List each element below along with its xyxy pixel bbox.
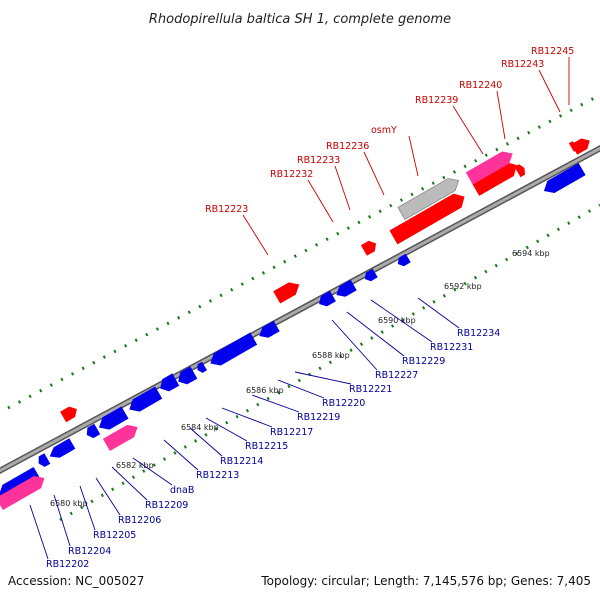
reverse-gene-arrow[interactable] — [197, 361, 208, 373]
leader-line — [242, 214, 269, 256]
gene-label-top[interactable]: RB12223 — [205, 204, 248, 215]
leader-line — [189, 427, 223, 457]
topology-summary: Topology: circular; Length: 7,145,576 bp… — [260, 574, 591, 588]
leader-line — [29, 504, 49, 560]
gene-label-bottom[interactable]: RB12204 — [68, 546, 111, 557]
leader-line — [163, 439, 199, 471]
gene-label-bottom[interactable]: RB12213 — [196, 470, 239, 481]
gene-label-bottom[interactable]: RB12227 — [375, 370, 418, 381]
leader-line — [363, 151, 385, 196]
gene-label-top[interactable]: RB12245 — [531, 46, 574, 57]
gene-label-bottom[interactable]: RB12214 — [220, 456, 263, 467]
gene-label-bottom[interactable]: RB12215 — [245, 441, 288, 452]
forward-gene-arrow[interactable] — [360, 240, 377, 256]
leader-line — [251, 394, 300, 413]
gene-label-bottom[interactable]: RB12221 — [349, 384, 392, 395]
reverse-gene-arrow[interactable] — [178, 366, 198, 385]
reverse-gene-arrow[interactable] — [543, 163, 586, 193]
kbp-tick-label: 6580 kbp — [50, 499, 88, 508]
reverse-gene-arrow[interactable] — [38, 453, 51, 467]
gene-label-top[interactable]: RB12233 — [297, 155, 340, 166]
kbp-tick-label: 6584 kbp — [181, 423, 219, 432]
gene-features — [0, 138, 590, 510]
leader-line — [111, 466, 148, 501]
leader-line — [331, 319, 378, 371]
gene-label-top[interactable]: RB12240 — [459, 80, 502, 91]
kbp-tick-label: 6592 kbp — [444, 282, 482, 291]
gene-labels: RB12223RB12232RB12233RB12236osmYRB12239R… — [29, 46, 574, 570]
forward-gene-arrow[interactable] — [60, 406, 77, 423]
kbp-tick-label: 6586 kbp — [246, 386, 284, 395]
leader-line — [452, 105, 484, 155]
reverse-gene-arrow[interactable] — [259, 320, 280, 338]
reverse-gene-arrow[interactable] — [0, 467, 41, 497]
forward-gene-arrow[interactable] — [471, 162, 517, 196]
kbp-tick-label: 6590 kbp — [378, 316, 416, 325]
leader-line — [294, 371, 352, 385]
page-title: Rhodopirellula baltica SH 1, complete ge… — [149, 12, 451, 27]
leader-line — [408, 135, 419, 177]
gene-label-bottom[interactable]: RB12209 — [145, 500, 188, 511]
leader-line — [221, 407, 273, 428]
forward-gene-arrow[interactable] — [389, 193, 465, 245]
rna-gene-arrow[interactable] — [0, 476, 45, 510]
gene-label-bottom[interactable]: RB12220 — [322, 398, 365, 409]
rna-gene-arrow[interactable] — [102, 424, 138, 451]
gene-label-top[interactable]: RB12236 — [326, 141, 369, 152]
gene-label-bottom[interactable]: RB12229 — [402, 356, 445, 367]
forward-gene-arrow[interactable] — [273, 282, 300, 304]
pseudogene-arrow[interactable] — [397, 178, 460, 221]
reverse-gene-arrow[interactable] — [364, 268, 378, 282]
gene-label-bottom[interactable]: RB12206 — [118, 515, 161, 526]
leader-line — [132, 457, 173, 486]
gene-label-top[interactable]: RB12243 — [501, 59, 544, 70]
reverse-gene-arrow[interactable] — [49, 438, 76, 458]
kbp-tick-label: 6594 kbp — [512, 249, 550, 258]
gene-label-bottom[interactable]: RB12219 — [297, 412, 340, 423]
leader-line — [346, 311, 405, 357]
reverse-gene-arrow[interactable] — [397, 253, 411, 267]
forward-gene-arrow[interactable] — [514, 164, 526, 178]
leader-line — [79, 485, 96, 531]
reverse-gene-arrow[interactable] — [99, 406, 129, 430]
gene-label-top[interactable]: RB12232 — [270, 169, 313, 180]
gene-label-top[interactable]: RB12239 — [415, 95, 458, 106]
leader-line — [277, 379, 325, 399]
reverse-gene-arrow[interactable] — [319, 290, 336, 307]
genome-backbone — [0, 144, 600, 475]
accession-text: Accession: NC_005027 — [8, 574, 144, 588]
forward-gene-arrow[interactable] — [568, 141, 578, 152]
leader-line — [95, 477, 121, 516]
leader-line — [334, 165, 351, 211]
reverse-gene-arrow[interactable] — [86, 423, 101, 439]
leader-line — [417, 297, 460, 329]
kbp-tick-label: 6582 kbp — [116, 461, 154, 470]
leader-line — [205, 417, 248, 442]
leader-line — [370, 299, 433, 343]
leader-line — [496, 90, 506, 140]
kbp-tick-label: 6588 kbp — [312, 351, 350, 360]
gene-label-bottom[interactable]: RB12217 — [270, 427, 313, 438]
leader-line — [53, 494, 71, 547]
gene-label-bottom[interactable]: dnaB — [170, 485, 194, 496]
gene-label-top[interactable]: osmY — [371, 125, 397, 136]
reverse-gene-arrow[interactable] — [336, 279, 357, 297]
leader-line — [307, 179, 334, 223]
reverse-gene-arrow[interactable] — [210, 332, 258, 366]
leader-line — [538, 69, 561, 113]
reverse-gene-arrow[interactable] — [129, 386, 163, 412]
kbp-ticks: 6580 kbp 6582 kbp 6584 kbp 6586 kbp 6588 kbp… — [50, 249, 550, 508]
rna-gene-arrow[interactable] — [465, 151, 513, 185]
backbone-line — [0, 146, 600, 473]
gene-label-bottom[interactable]: RB12234 — [457, 328, 500, 339]
dotted-track-lines — [7, 93, 600, 522]
dotted-track-2 — [59, 203, 600, 522]
gene-label-bottom[interactable]: RB12202 — [46, 559, 89, 570]
gene-label-bottom[interactable]: RB12205 — [93, 530, 136, 541]
reverse-gene-arrow[interactable] — [160, 373, 180, 392]
gene-label-bottom[interactable]: RB12231 — [430, 342, 473, 353]
